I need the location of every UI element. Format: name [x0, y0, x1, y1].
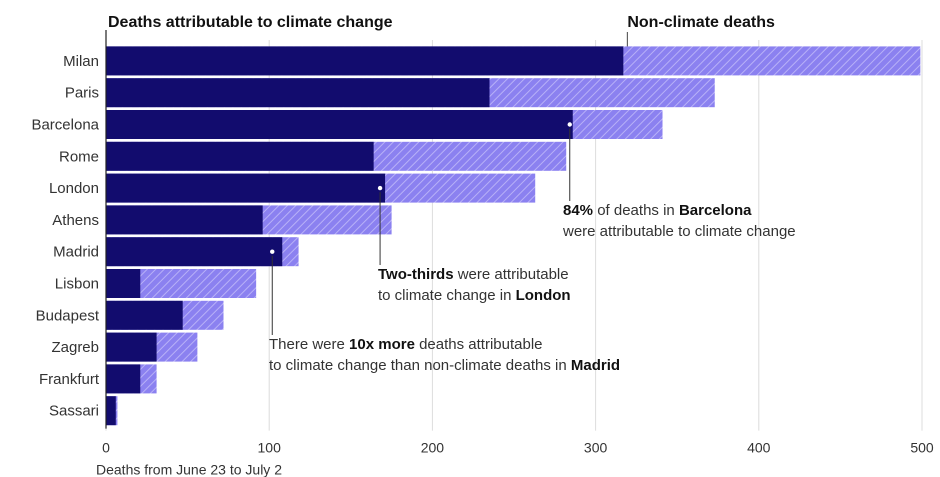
- legend-climate: Deaths attributable to climate change: [108, 14, 393, 31]
- category-label: Frankfurt: [39, 371, 100, 388]
- annotation-marker: [270, 249, 275, 254]
- legend-non-climate: Non-climate deaths: [627, 14, 775, 31]
- bar-climate: [106, 110, 573, 139]
- x-axis-title: Deaths from June 23 to July 2: [96, 462, 282, 477]
- bar-climate: [106, 46, 624, 76]
- category-label: Budapest: [36, 307, 100, 324]
- bar-climate: [106, 141, 374, 171]
- bar-climate: [106, 364, 141, 394]
- annotation-text: to climate change than non-climate death…: [269, 357, 620, 374]
- category-label: Athens: [52, 212, 99, 229]
- legend: Deaths attributable to climate change Non…: [108, 14, 775, 47]
- category-label: Milan: [63, 53, 99, 70]
- annotation-marker: [377, 185, 383, 191]
- category-label: Barcelona: [31, 117, 99, 134]
- x-tick-label: 500: [910, 440, 934, 456]
- category-label: Lisbon: [55, 276, 99, 293]
- x-tick-label: 0: [102, 440, 110, 456]
- category-labels: Milan Paris Barcelona Rome London Athens Madri…: [31, 53, 99, 420]
- bar-climate: [106, 396, 116, 426]
- category-label: Zagreb: [51, 339, 99, 356]
- x-tick-label: 200: [421, 440, 445, 456]
- x-tick-label: 100: [258, 440, 282, 456]
- annotation-marker: [567, 122, 572, 127]
- bar-climate: [106, 269, 141, 298]
- bars-layer: [106, 46, 921, 426]
- category-label: Paris: [65, 85, 99, 102]
- x-axis: 0 100 200 300 400 500 Deaths from June 23 to J…: [96, 30, 934, 477]
- annotation-text: There were 10x more deaths attributable: [269, 336, 543, 353]
- bar-climate: [106, 205, 263, 235]
- category-label: Sassari: [49, 403, 99, 420]
- x-tick-label: 300: [584, 440, 608, 456]
- annotation-text: 84% of deaths in Barcelona: [563, 202, 752, 219]
- bar-climate: [106, 237, 283, 267]
- annotation-text: Two-thirds were attributable: [378, 266, 569, 283]
- x-tick-label: 400: [747, 440, 771, 456]
- bar-climate: [106, 332, 157, 362]
- category-label: Madrid: [53, 244, 99, 261]
- category-label: Rome: [59, 148, 99, 165]
- bar-climate: [106, 173, 386, 203]
- annotation-text: were attributable to climate change: [562, 223, 796, 240]
- annotations: 84% of deaths in Barcelona were attributa…: [269, 122, 796, 374]
- category-label: London: [49, 180, 99, 197]
- annotation-text: to climate change in London: [378, 287, 571, 304]
- bar-climate: [106, 300, 183, 330]
- bar-climate: [106, 78, 490, 108]
